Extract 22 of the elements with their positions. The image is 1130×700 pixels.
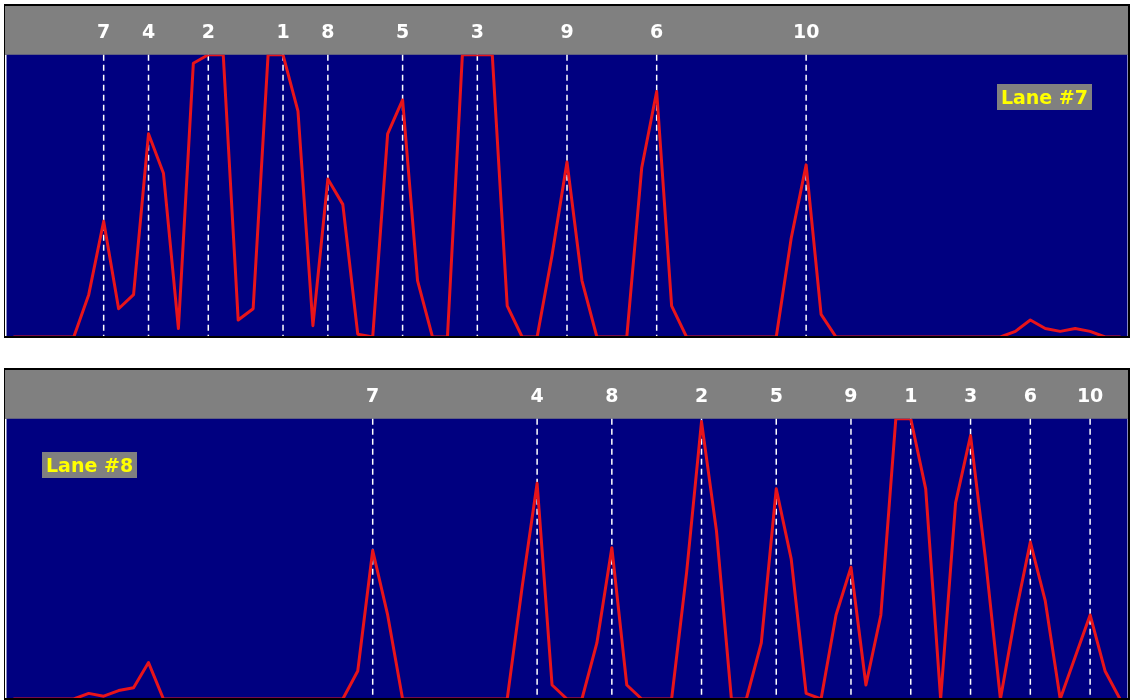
x-tick-label: 3: [470, 20, 484, 43]
x-tick-label: 4: [530, 384, 544, 407]
x-tick-label: 4: [141, 20, 156, 43]
x-tick-label: 6: [1023, 384, 1037, 407]
x-tick-label: 10: [792, 20, 820, 43]
x-tick-label: 3: [963, 384, 978, 407]
x-tick-label: 5: [769, 384, 783, 407]
x-tick-label: 10: [1076, 384, 1104, 407]
x-tick-label: 1: [904, 384, 918, 407]
x-tick-label: 7: [366, 384, 380, 407]
x-tick-label: 7: [97, 20, 111, 43]
annotation: Lane #8: [42, 452, 138, 478]
x-tick-label: 8: [605, 384, 619, 407]
annotation: Lane #7: [996, 84, 1092, 110]
x-tick-label: 8: [321, 20, 335, 43]
x-tick-label: 2: [201, 20, 215, 43]
x-tick-label: 1: [276, 20, 290, 43]
x-tick-label: 6: [650, 20, 664, 43]
x-tick-label: 5: [395, 20, 410, 43]
x-tick-label: 9: [560, 20, 574, 43]
x-tick-label: 9: [844, 384, 858, 407]
x-tick-label: 2: [694, 384, 709, 407]
